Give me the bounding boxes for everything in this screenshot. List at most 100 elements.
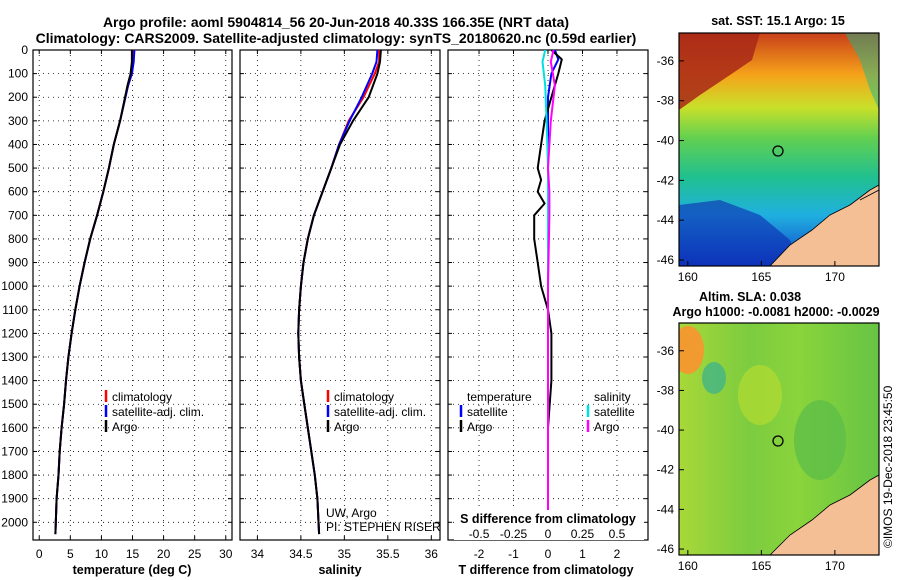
y-tick-label: 500 — [8, 161, 28, 175]
x-tick-label: -2 — [474, 547, 485, 561]
y-tick-label: 200 — [8, 90, 28, 104]
map-lon-label: 170 — [825, 559, 845, 573]
y-tick-label: 1800 — [1, 468, 28, 482]
credit-line2: PI: STEPHEN RISER — [326, 520, 441, 534]
map-lon-label: 160 — [678, 270, 698, 284]
s-tick-label: -0.5 — [469, 527, 490, 541]
figure-title-line2: Climatology: CARS2009. Satellite-adjuste… — [36, 30, 637, 46]
legend-temperature-satellite: satellite — [467, 405, 508, 419]
y-tick-label: 900 — [8, 256, 28, 270]
difference-ticks: -2 -1 0 1 2 — [448, 49, 648, 561]
legend-argo: Argo — [112, 420, 138, 434]
series-line-argo — [547, 50, 556, 535]
x-tick-label: 25 — [188, 547, 202, 561]
sla-map-subtitle: Argo h1000: -0.0081 h2000: -0.0029 — [672, 305, 879, 319]
x-tick-label: 2 — [614, 547, 621, 561]
difference-legend-salinity: salinity satellite Argo — [586, 390, 635, 434]
legend-satellite: satellite-adj. clim. — [112, 405, 204, 419]
north-island-shelf — [845, 33, 879, 110]
series-line-satellite-adj-clim- — [297, 50, 379, 535]
difference-panel: -2 -1 0 1 2 S difference from climatology -0… — [447, 49, 649, 577]
y-tick-label: 100 — [8, 67, 28, 81]
map-lat-label: -36 — [657, 54, 675, 68]
map-lat-label: -38 — [657, 383, 675, 397]
series-line-argo — [297, 50, 382, 535]
x-tick-label: 0 — [545, 547, 552, 561]
map-lat-label: -46 — [657, 542, 675, 556]
legend-climatology: climatology — [112, 390, 172, 404]
y-tick-label: 400 — [8, 137, 28, 151]
s-difference-ticks: -0.5 -0.25 0 0.25 0.5 — [469, 527, 626, 541]
salinity-grid — [240, 49, 440, 540]
salinity-panel: 34 34.5 35 35.5 36 salinity climatology sate… — [239, 49, 441, 577]
x-tick-label: 20 — [157, 547, 171, 561]
salinity-series — [297, 50, 382, 535]
s-tick-label: 0 — [545, 527, 552, 541]
series-line-argo — [54, 50, 133, 535]
s-tick-label: 0.25 — [571, 527, 595, 541]
y-tick-label: 1900 — [1, 492, 28, 506]
map-lon-label: 165 — [751, 559, 771, 573]
series-line-satellite — [547, 50, 560, 535]
difference-top-axis-box — [454, 510, 644, 540]
salinity-ticks: 34 34.5 35 35.5 36 — [240, 49, 440, 561]
difference-series — [533, 50, 563, 535]
x-tick-label: 30 — [219, 547, 233, 561]
legend-salinity-argo: Argo — [594, 420, 620, 434]
map-lat-label: -42 — [657, 173, 675, 187]
sst-map: sat. SST: 15.1 Argo: 15 -36 -38 -40 -42 -44 -… — [657, 14, 880, 284]
temperature-series — [54, 50, 136, 535]
sst-map-title: sat. SST: 15.1 Argo: 15 — [711, 14, 845, 28]
warm-core — [679, 33, 760, 110]
map-lat-label: -44 — [657, 213, 675, 227]
y-tick-label: 300 — [8, 114, 28, 128]
credit-line1: UW, Argo — [326, 506, 377, 520]
legend-temperature-argo: Argo — [467, 420, 493, 434]
y-tick-label: 2000 — [1, 515, 28, 529]
map-lat-label: -46 — [657, 253, 675, 267]
y-tick-label: 1500 — [1, 397, 28, 411]
temperature-grid — [33, 49, 232, 540]
sla-map-frame — [678, 322, 880, 556]
x-tick-label: 0 — [36, 547, 43, 561]
legend-climatology: climatology — [334, 390, 394, 404]
sla-map: Altim. SLA: 0.038 Argo h1000: -0.0081 h2… — [657, 290, 880, 573]
legend-salinity-satellite: satellite — [594, 405, 635, 419]
y-tick-label: 1700 — [1, 444, 28, 458]
s-tick-label: -0.25 — [500, 527, 528, 541]
salinity-legend: climatology satellite-adj. clim. Argo — [326, 390, 426, 434]
argo-location-marker — [772, 145, 784, 157]
y-tick-label: 700 — [8, 208, 28, 222]
temperature-legend: climatology satellite-adj. clim. Argo — [104, 390, 204, 434]
salinity-xlabel: salinity — [318, 563, 361, 577]
legend-salinity-title: salinity — [594, 390, 631, 404]
x-tick-label: 15 — [126, 547, 140, 561]
sla-trough — [794, 400, 846, 480]
series-line-argo — [533, 50, 563, 535]
cold-pool — [679, 200, 800, 266]
map-lon-label: 165 — [751, 270, 771, 284]
temperature-panel: 0100200300400500600700800900100011001200… — [1, 43, 232, 577]
map-lat-label: -38 — [657, 94, 675, 108]
x-tick-label: 34.5 — [289, 547, 313, 561]
sla-map-title: Altim. SLA: 0.038 — [699, 290, 801, 304]
map-lon-label: 160 — [678, 559, 698, 573]
sla-map-field — [679, 323, 879, 555]
s-tick-label: 0.5 — [609, 527, 626, 541]
map-lat-label: -40 — [657, 423, 675, 437]
x-tick-label: 1 — [579, 547, 586, 561]
map-lat-label: -40 — [657, 134, 675, 148]
y-tick-label: 1000 — [1, 279, 28, 293]
difference-legend-temperature: temperature satellite Argo — [459, 390, 532, 434]
x-tick-label: 35.5 — [376, 547, 400, 561]
y-tick-label: 1200 — [1, 326, 28, 340]
x-tick-label: 5 — [67, 547, 74, 561]
x-tick-label: -1 — [508, 547, 519, 561]
t-difference-xlabel: T difference from climatology — [458, 563, 633, 577]
land-south-island — [769, 474, 879, 555]
imos-watermark: ©IMOS 19-Dec-2018 23:45:50 — [881, 385, 895, 548]
legend-argo: Argo — [334, 420, 360, 434]
map-lon-label: 170 — [825, 270, 845, 284]
salinity-frame — [239, 49, 441, 541]
